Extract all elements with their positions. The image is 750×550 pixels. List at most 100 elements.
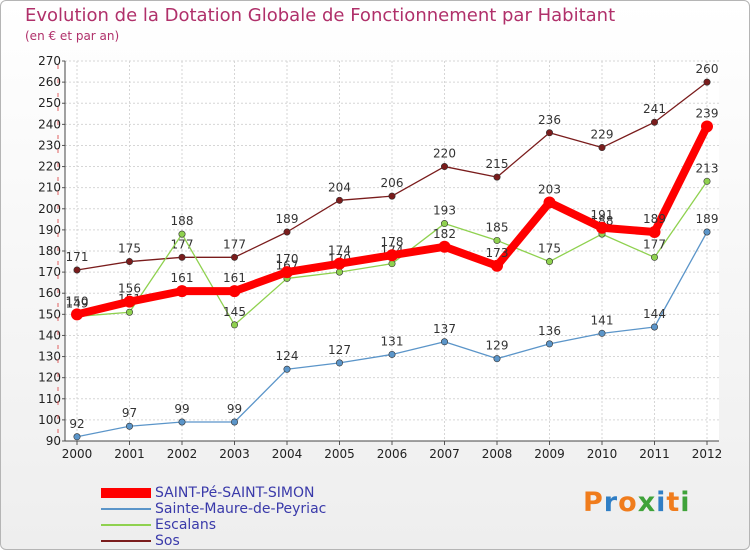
data-point [598,329,606,337]
y-tick-label: 250 [38,96,61,110]
data-point [283,228,291,236]
data-point [703,78,711,86]
data-label: 193 [433,204,456,218]
y-tick-label: 140 [38,328,61,342]
x-tick-label: 2009 [534,447,565,461]
legend-swatch [101,540,151,542]
data-point [123,295,136,308]
data-label: 124 [276,349,299,363]
data-point [493,355,501,363]
data-label: 189 [696,212,719,226]
y-tick-label: 230 [38,138,61,152]
chart-subtitle: (en € et par an) [25,29,120,43]
data-label: 241 [643,102,666,116]
y-tick-label: 270 [38,54,61,68]
data-point [545,258,553,266]
data-point [283,365,291,373]
data-point [335,196,343,204]
data-label: 178 [381,235,404,249]
legend-label: Escalans [155,517,217,533]
data-label: 175 [118,242,141,256]
logo-letter: t [666,487,681,518]
data-label: 161 [223,271,246,285]
data-point [386,249,398,262]
data-label: 137 [433,322,456,336]
data-label: 206 [381,176,404,190]
data-point [650,118,658,126]
x-tick-label: 2000 [62,447,93,461]
proxiti-logo: Proxiti [583,487,691,518]
data-point [281,266,293,279]
y-tick-label: 90 [46,434,61,448]
y-tick-label: 150 [38,307,61,321]
data-point [126,308,134,316]
legend-swatch [101,508,151,510]
y-tick-label: 190 [38,223,61,237]
legend-label: Sainte-Maure-de-Peyriac [155,501,327,517]
data-label: 173 [486,246,509,260]
y-tick-label: 160 [38,286,61,300]
data-point [335,359,343,367]
data-point [178,418,186,426]
data-point [126,422,134,430]
data-label: 236 [538,113,561,127]
y-tick-label: 200 [38,202,61,216]
y-tick-label: 120 [38,371,61,385]
data-point [650,253,658,261]
data-point [491,259,503,272]
data-label: 99 [227,402,242,416]
y-tick-label: 220 [38,160,61,174]
data-point [388,350,396,358]
x-tick-label: 2010 [587,447,618,461]
data-label: 131 [381,334,404,348]
data-label: 149 [66,296,89,310]
data-point [598,144,606,152]
data-label: 177 [223,237,246,251]
x-tick-label: 2004 [272,447,303,461]
data-label: 204 [328,180,351,194]
data-point [73,433,81,441]
y-tick-label: 210 [38,181,61,195]
data-point [596,221,608,234]
x-tick-label: 2005 [324,447,355,461]
data-point [176,285,188,298]
data-label: 129 [486,339,509,353]
x-tick-label: 2012 [692,447,723,461]
legend-label: SAINT-Pé-SAINT-SIMON [155,485,315,501]
chart-title: Evolution de la Dotation Globale de Fonc… [25,5,616,26]
data-point [701,120,713,133]
data-label: 174 [328,244,351,258]
logo-letter: o [618,487,638,518]
data-label: 171 [66,250,89,264]
data-point [543,196,556,209]
data-label: 182 [433,227,456,241]
data-point [440,163,448,171]
y-tick-label: 110 [38,392,61,406]
data-label: 189 [643,212,666,226]
data-point [178,230,186,238]
data-label: 229 [591,128,614,142]
data-point [388,260,396,268]
data-point [493,173,501,181]
logo-letter: r [603,487,619,518]
data-point [73,266,81,274]
data-point [440,338,448,346]
logo-letter: P [583,487,604,518]
data-label: 170 [276,252,299,266]
data-label: 141 [591,313,614,327]
data-point [648,226,661,238]
legend-swatch [101,524,151,526]
data-point [545,340,553,348]
data-point [438,240,451,253]
data-point [650,323,658,331]
data-label: 188 [171,214,194,228]
data-point [228,285,241,298]
data-label: 239 [696,106,719,120]
y-tick-label: 260 [38,75,61,89]
x-tick-label: 2001 [114,447,145,461]
data-label: 177 [171,237,194,251]
data-label: 136 [538,324,561,338]
data-point [178,253,186,261]
